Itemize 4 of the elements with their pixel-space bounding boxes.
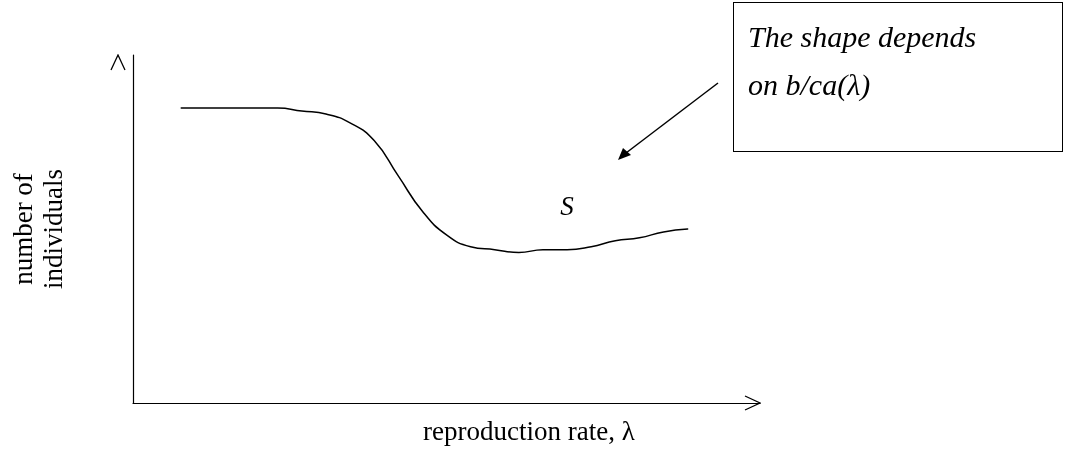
y-axis-title: number of individuals xyxy=(8,169,68,289)
series-label: S xyxy=(560,191,575,222)
x-axis-title: reproduction rate, λ xyxy=(423,415,635,446)
text: The shape depends on b/ca(λ) xyxy=(748,19,978,103)
